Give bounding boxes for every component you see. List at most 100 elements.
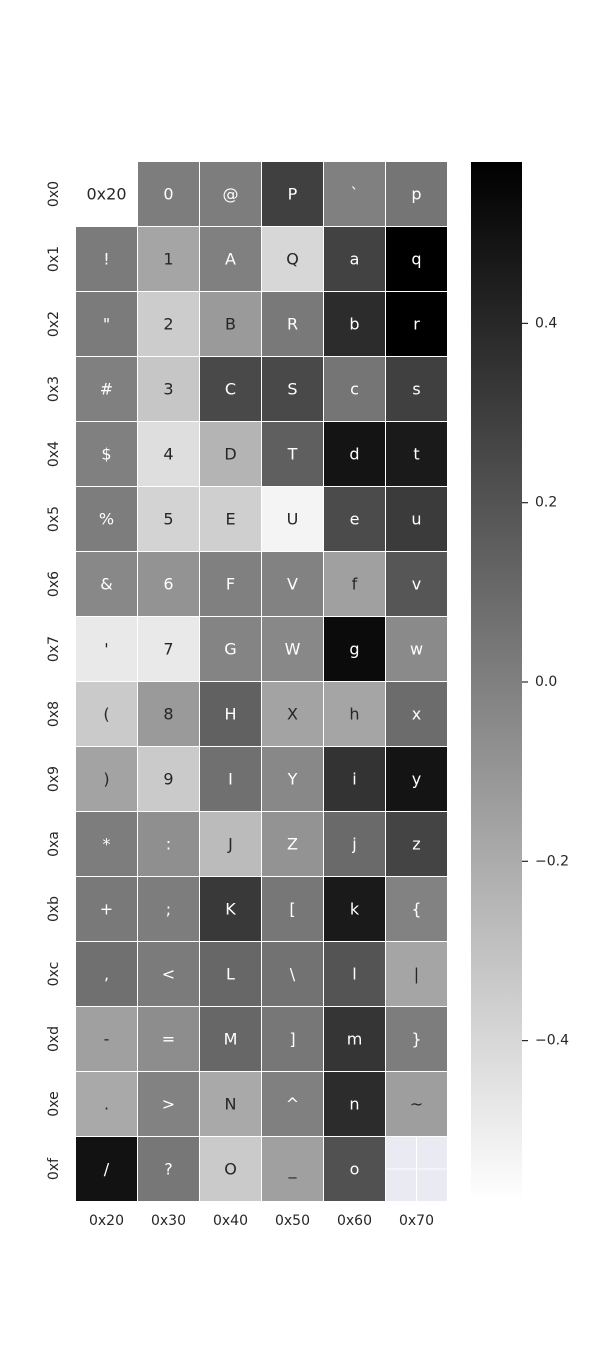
heatmap-cell	[200, 1007, 261, 1071]
cell-label: N	[225, 1095, 237, 1114]
cell-label: G	[224, 640, 236, 659]
cell-label: W	[285, 640, 301, 659]
heatmap-cell	[200, 292, 261, 356]
y-tick-label: 0x0	[46, 181, 62, 207]
heatmap-cell	[138, 1072, 199, 1136]
heatmap-cell	[76, 747, 137, 811]
heatmap-cell	[138, 162, 199, 226]
colorbar-tick-label: −0.2	[535, 853, 569, 869]
cell-label: ?	[164, 1160, 173, 1179]
cell-label: -	[104, 1030, 110, 1049]
heatmap-cell	[138, 877, 199, 941]
cell-label: R	[287, 315, 298, 334]
heatmap-cell	[138, 227, 199, 291]
colorbar-gradient	[471, 162, 522, 1202]
colorbar-tick-label: 0.0	[535, 674, 557, 690]
colorbar-tick-label: −0.4	[535, 1033, 569, 1049]
x-tick-label: 0x60	[337, 1213, 372, 1229]
heatmap-cell	[76, 292, 137, 356]
heatmap-cell	[324, 1137, 385, 1201]
cell-label: ~	[410, 1095, 423, 1114]
cell-label: H	[224, 705, 236, 724]
colorbar-tick-label: 0.2	[535, 495, 557, 511]
cell-label: 8	[163, 705, 173, 724]
heatmap-cell	[200, 747, 261, 811]
y-tick-label: 0x7	[46, 636, 62, 662]
heatmap-cell	[200, 1072, 261, 1136]
heatmap-cell	[262, 942, 323, 1006]
heatmap-cell	[386, 162, 447, 226]
cell-label: ^	[286, 1095, 299, 1114]
heatmap-cell	[76, 552, 137, 616]
cell-label: >	[162, 1095, 175, 1114]
heatmap-cell	[262, 812, 323, 876]
cell-label: i	[352, 770, 356, 789]
cell-label: e	[350, 510, 360, 529]
heatmap-cell	[262, 747, 323, 811]
y-tick-label: 0xa	[46, 831, 62, 857]
cell-label: ]	[289, 1030, 295, 1049]
cell-label: X	[287, 705, 298, 724]
heatmap-cell	[138, 942, 199, 1006]
y-tick-label: 0x4	[46, 441, 62, 467]
heatmap-cell	[138, 292, 199, 356]
heatmap-cell	[138, 617, 199, 681]
cell-label: b	[349, 315, 359, 334]
heatmap-cell	[76, 942, 137, 1006]
colorbar: 0.4 0.2 0.0 −0.2 −0.4	[471, 162, 569, 1202]
heatmap-cell	[262, 357, 323, 421]
heatmap-cell	[76, 617, 137, 681]
x-tick-label: 0x70	[399, 1213, 434, 1229]
heatmap-cell	[324, 552, 385, 616]
cell-label: ,	[104, 965, 109, 984]
heatmap-cell	[138, 1137, 199, 1201]
heatmap-cell	[324, 812, 385, 876]
heatmap-cell	[386, 1007, 447, 1071]
cell-label: \	[290, 965, 296, 984]
heatmap-cell	[262, 292, 323, 356]
cell-label: n	[349, 1095, 359, 1114]
cell-label: z	[412, 835, 420, 854]
y-tick-label: 0x1	[46, 246, 62, 272]
heatmap-cell	[262, 1072, 323, 1136]
cell-label: I	[228, 770, 233, 789]
heatmap-cell	[200, 617, 261, 681]
cell-label: |	[414, 965, 419, 984]
heatmap-cell	[386, 877, 447, 941]
heatmap-cell	[262, 617, 323, 681]
y-tick-label: 0x9	[46, 766, 62, 792]
cell-label: S	[287, 380, 297, 399]
heatmap-cell	[200, 877, 261, 941]
heatmap-cell	[324, 1072, 385, 1136]
y-tick-label: 0xd	[46, 1026, 62, 1052]
heatmap-cell	[262, 1007, 323, 1071]
cell-label: 0x20	[86, 185, 126, 204]
cell-label: s	[412, 380, 420, 399]
heatmap-cell	[386, 812, 447, 876]
y-tick-label: 0x2	[46, 311, 62, 337]
heatmap-cell	[386, 422, 447, 486]
heatmap-cell	[386, 357, 447, 421]
heatmap-cell	[324, 942, 385, 1006]
heatmap-cell	[200, 357, 261, 421]
cell-label: <	[162, 965, 175, 984]
cell-label: .	[104, 1095, 109, 1114]
x-tick-label: 0x40	[213, 1213, 248, 1229]
cell-label: t	[413, 445, 419, 464]
cell-label: $	[101, 445, 111, 464]
cell-label: }	[411, 1030, 421, 1049]
cell-label: 0	[163, 185, 173, 204]
heatmap-cell	[262, 1137, 323, 1201]
heatmap-cell	[200, 487, 261, 551]
heatmap-cell	[76, 812, 137, 876]
heatmap-cell	[138, 357, 199, 421]
heatmap-cell	[324, 682, 385, 746]
heatmap-cell	[324, 292, 385, 356]
cell-label: 2	[163, 315, 173, 334]
x-axis: 0x20 0x30 0x40 0x50 0x60 0x70	[89, 1213, 434, 1229]
heatmap-cell	[200, 1137, 261, 1201]
heatmap-cell	[324, 747, 385, 811]
heatmap-cell	[76, 422, 137, 486]
